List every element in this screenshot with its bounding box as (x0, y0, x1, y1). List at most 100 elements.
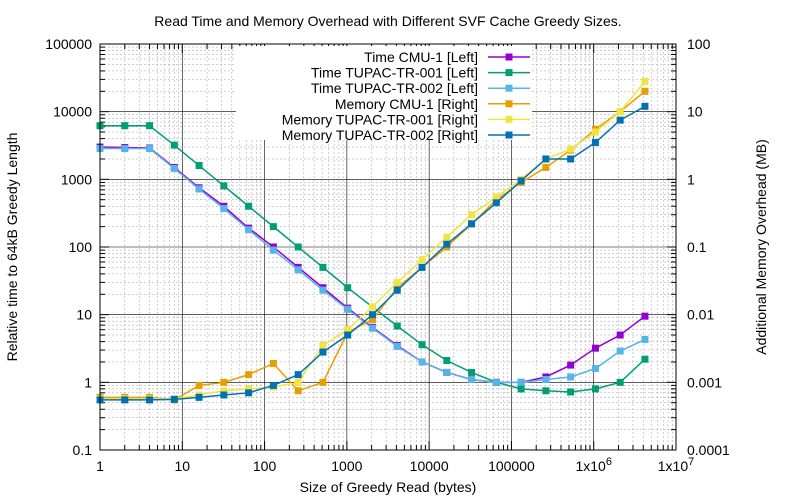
data-point (641, 87, 649, 95)
data-point (542, 387, 550, 395)
data-point (220, 205, 228, 213)
y2-tick-label: 100 (687, 36, 711, 52)
data-point (121, 122, 129, 130)
data-point (220, 182, 228, 190)
legend-box (236, 46, 532, 140)
y-tick-label: 1000 (61, 171, 92, 187)
data-point (591, 139, 599, 147)
y-axis-label: Relative time to 64kB Greedy Length (4, 133, 20, 362)
data-point (245, 202, 253, 210)
data-point (393, 322, 401, 330)
legend-marker (505, 115, 513, 123)
data-point (121, 145, 129, 153)
legend-marker (505, 131, 513, 139)
data-point (195, 393, 203, 401)
data-point (170, 395, 178, 403)
legend-marker (505, 53, 513, 61)
data-point (245, 389, 253, 397)
y-tick-label: 0.1 (73, 442, 93, 458)
data-point (393, 278, 401, 286)
y2-tick-label: 10 (687, 104, 703, 120)
legend-label: Time TUPAC-TR-001 [Left] (311, 65, 478, 81)
data-point (344, 284, 352, 292)
legend-label: Time TUPAC-TR-002 [Left] (311, 80, 478, 96)
data-point (368, 324, 376, 332)
y2-tick-label: 0.0001 (687, 442, 730, 458)
legend-marker (505, 84, 513, 92)
data-point (443, 240, 451, 248)
data-point (641, 355, 649, 363)
y-tick-label: 1 (84, 374, 92, 390)
data-point (641, 102, 649, 110)
data-point (567, 373, 575, 381)
x-tick-label: 1000 (331, 458, 362, 474)
data-point (195, 381, 203, 389)
data-point (616, 116, 624, 124)
data-point (146, 122, 154, 130)
x-tick-label: 1 (96, 458, 104, 474)
data-point (195, 162, 203, 170)
data-point (443, 357, 451, 365)
data-point (443, 233, 451, 241)
x-tick-label: 1x107 (658, 456, 694, 474)
y2-tick-label: 1 (687, 171, 695, 187)
data-point (468, 211, 476, 219)
data-point (591, 128, 599, 136)
data-point (393, 286, 401, 294)
y2-axis-label: Additional Memory Overhead (MB) (753, 139, 769, 355)
data-point (641, 312, 649, 320)
data-point (517, 385, 525, 393)
legend-marker (505, 69, 513, 77)
data-point (344, 331, 352, 339)
data-point (641, 77, 649, 85)
data-point (294, 371, 302, 379)
legend-label: Memory TUPAC-TR-002 [Right] (282, 127, 478, 143)
x-tick-label: 10 (174, 458, 190, 474)
legend-label: Memory CMU-1 [Right] (335, 96, 478, 112)
data-point (368, 303, 376, 311)
x-tick-label: 100 (253, 458, 277, 474)
x-tick-label: 100000 (488, 458, 535, 474)
x-tick-label: 10000 (410, 458, 449, 474)
data-point (368, 315, 376, 323)
data-point (616, 378, 624, 386)
data-point (245, 385, 253, 393)
data-point (319, 348, 327, 356)
data-point (517, 177, 525, 185)
data-point (418, 256, 426, 264)
data-point (294, 378, 302, 386)
data-point (269, 381, 277, 389)
data-point (220, 378, 228, 386)
legend: Time CMU-1 [Left]Time TUPAC-TR-001 [Left… (236, 46, 532, 143)
data-point (468, 220, 476, 228)
data-point (418, 341, 426, 349)
data-point (294, 243, 302, 251)
data-point (146, 396, 154, 404)
data-point (368, 311, 376, 319)
data-point (418, 263, 426, 271)
data-point (294, 387, 302, 395)
data-point (245, 371, 253, 379)
data-point (468, 368, 476, 376)
data-point (443, 368, 451, 376)
data-point (245, 226, 253, 234)
data-point (492, 199, 500, 207)
x-axis-label: Size of Greedy Read (bytes) (300, 479, 477, 495)
data-point (220, 391, 228, 399)
data-point (616, 347, 624, 355)
data-point (542, 376, 550, 384)
x-tick-label: 1x106 (575, 456, 611, 474)
y-tick-label: 10000 (53, 104, 92, 120)
data-point (542, 155, 550, 163)
plot-frame (99, 43, 677, 451)
data-point (616, 108, 624, 116)
data-point (418, 358, 426, 366)
data-point (591, 344, 599, 352)
data-point (616, 331, 624, 339)
data-point (170, 164, 178, 172)
data-point (269, 246, 277, 254)
data-point (393, 342, 401, 350)
data-point (492, 378, 500, 386)
data-point (319, 286, 327, 294)
